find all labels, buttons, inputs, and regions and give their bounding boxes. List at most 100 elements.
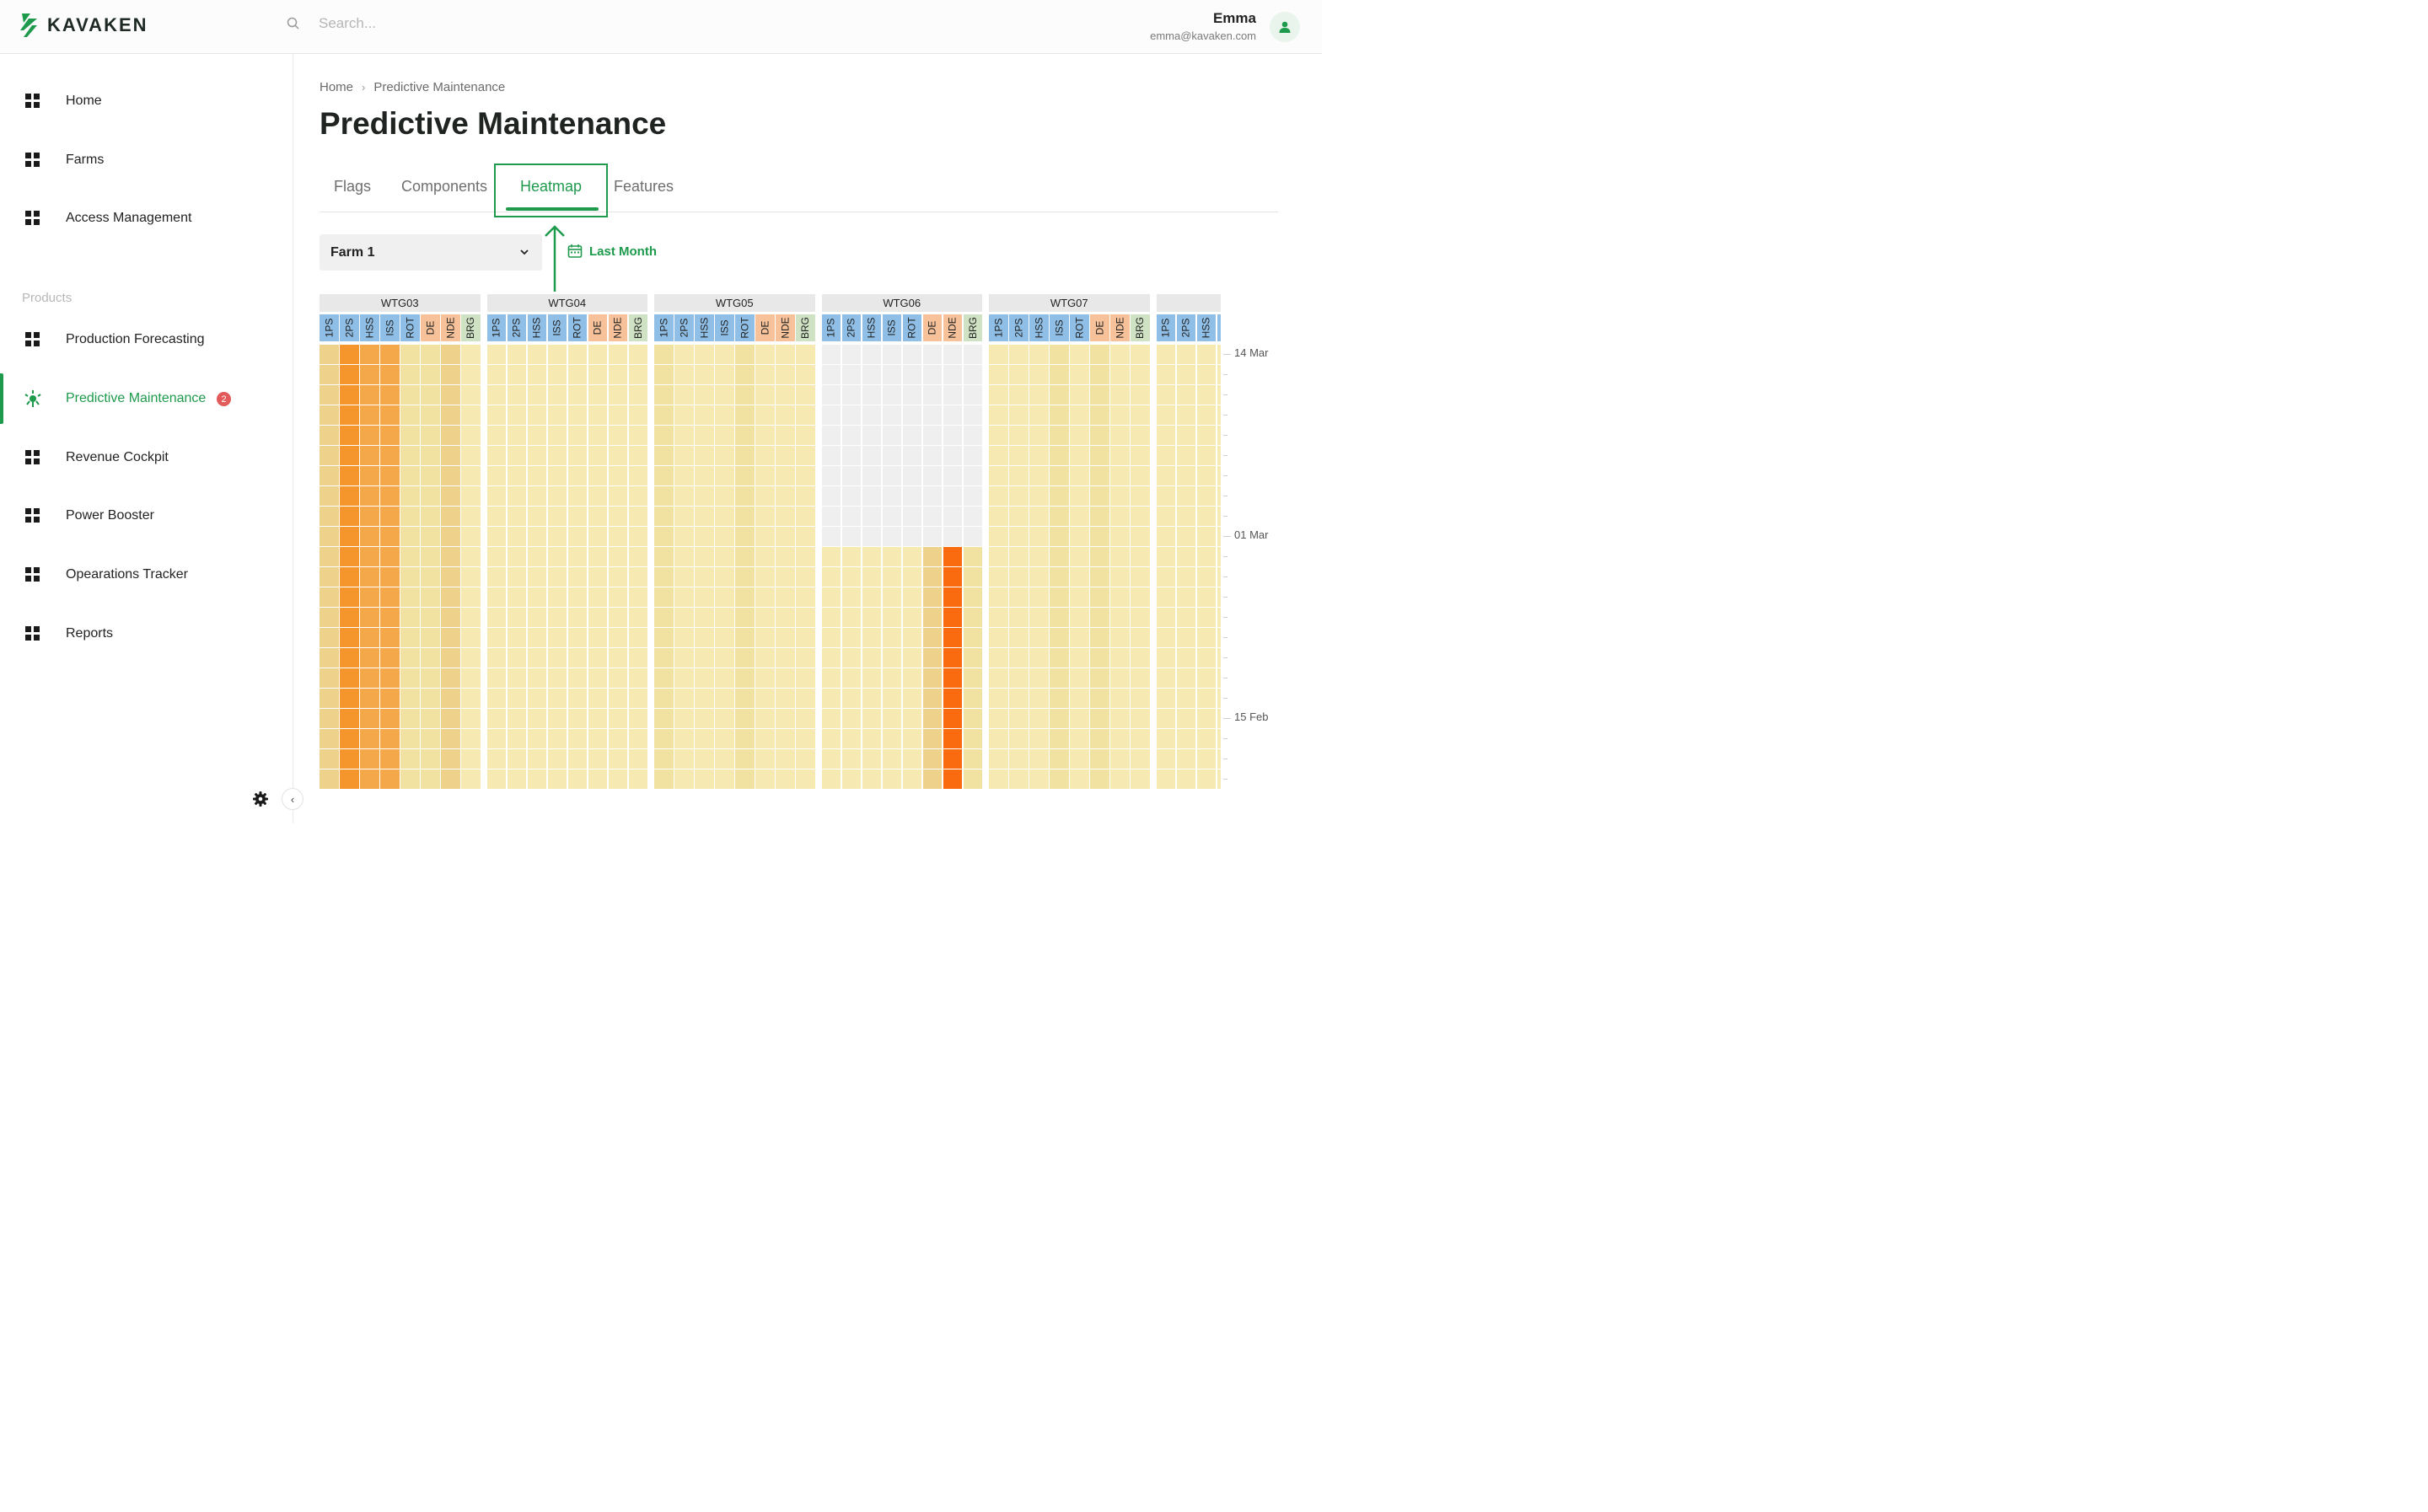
heatmap-cell[interactable] bbox=[320, 527, 339, 546]
heatmap-cell[interactable] bbox=[674, 466, 694, 485]
heatmap-cell[interactable] bbox=[608, 486, 627, 506]
heatmap-cell[interactable] bbox=[1131, 466, 1150, 485]
heatmap-cell[interactable] bbox=[821, 668, 841, 688]
heatmap-cell[interactable] bbox=[989, 507, 1008, 526]
heatmap-cell[interactable] bbox=[1009, 345, 1029, 364]
heatmap-cell[interactable] bbox=[1009, 507, 1029, 526]
heatmap-cell[interactable] bbox=[527, 486, 546, 506]
heatmap-cell[interactable] bbox=[628, 365, 647, 384]
heatmap-cell[interactable] bbox=[963, 668, 982, 688]
heatmap-cell[interactable] bbox=[547, 587, 567, 607]
heatmap-cell[interactable] bbox=[567, 648, 587, 668]
heatmap-cell[interactable] bbox=[421, 527, 440, 546]
heatmap-cell[interactable] bbox=[1110, 405, 1130, 425]
heatmap-cell[interactable] bbox=[841, 507, 861, 526]
heatmap-cell[interactable] bbox=[1217, 385, 1221, 405]
heatmap-cell[interactable] bbox=[882, 466, 901, 485]
heatmap-cell[interactable] bbox=[1029, 527, 1049, 546]
heatmap-cell[interactable] bbox=[608, 507, 627, 526]
heatmap-cell[interactable] bbox=[821, 587, 841, 607]
heatmap-cell[interactable] bbox=[1050, 426, 1069, 445]
heatmap-cell[interactable] bbox=[486, 486, 506, 506]
heatmap-cell[interactable] bbox=[421, 769, 440, 789]
heatmap-cell[interactable] bbox=[1131, 628, 1150, 647]
heatmap-cell[interactable] bbox=[320, 466, 339, 485]
heatmap-cell[interactable] bbox=[588, 668, 607, 688]
heatmap-cell[interactable] bbox=[340, 608, 359, 627]
heatmap-cell[interactable] bbox=[989, 769, 1008, 789]
heatmap-cell[interactable] bbox=[340, 709, 359, 728]
heatmap-cell[interactable] bbox=[340, 689, 359, 708]
heatmap-cell[interactable] bbox=[841, 527, 861, 546]
heatmap-cell[interactable] bbox=[1009, 365, 1029, 384]
heatmap-cell[interactable] bbox=[400, 749, 420, 769]
heatmap-cell[interactable] bbox=[776, 385, 795, 405]
heatmap-cell[interactable] bbox=[715, 365, 734, 384]
heatmap-cell[interactable] bbox=[608, 729, 627, 748]
heatmap-cell[interactable] bbox=[1090, 587, 1109, 607]
heatmap-cell[interactable] bbox=[1176, 769, 1195, 789]
heatmap-cell[interactable] bbox=[796, 426, 815, 445]
heatmap-cell[interactable] bbox=[695, 345, 714, 364]
heatmap-cell[interactable] bbox=[507, 729, 526, 748]
heatmap-cell[interactable] bbox=[400, 426, 420, 445]
heatmap-cell[interactable] bbox=[486, 749, 506, 769]
heatmap-cell[interactable] bbox=[1176, 507, 1195, 526]
heatmap-cell[interactable] bbox=[1110, 587, 1130, 607]
heatmap-cell[interactable] bbox=[821, 648, 841, 668]
heatmap-cell[interactable] bbox=[1050, 345, 1069, 364]
heatmap-cell[interactable] bbox=[841, 567, 861, 587]
heatmap-cell[interactable] bbox=[674, 608, 694, 627]
heatmap-cell[interactable] bbox=[360, 426, 379, 445]
heatmap-cell[interactable] bbox=[547, 345, 567, 364]
heatmap-cell[interactable] bbox=[989, 648, 1008, 668]
heatmap-cell[interactable] bbox=[400, 466, 420, 485]
heatmap-cell[interactable] bbox=[862, 668, 881, 688]
heatmap-cell[interactable] bbox=[735, 365, 755, 384]
heatmap-cell[interactable] bbox=[507, 365, 526, 384]
heatmap-cell[interactable] bbox=[821, 345, 841, 364]
heatmap-cell[interactable] bbox=[320, 709, 339, 728]
heatmap-cell[interactable] bbox=[755, 345, 775, 364]
heatmap-cell[interactable] bbox=[1110, 446, 1130, 465]
heatmap-cell[interactable] bbox=[441, 567, 460, 587]
heatmap-cell[interactable] bbox=[989, 466, 1008, 485]
heatmap-cell[interactable] bbox=[735, 385, 755, 405]
heatmap-cell[interactable] bbox=[1050, 648, 1069, 668]
heatmap-cell[interactable] bbox=[486, 729, 506, 748]
heatmap-cell[interactable] bbox=[755, 709, 775, 728]
heatmap-cell[interactable] bbox=[380, 547, 400, 566]
heatmap-cell[interactable] bbox=[567, 527, 587, 546]
heatmap-cell[interactable] bbox=[882, 769, 901, 789]
heatmap-cell[interactable] bbox=[902, 426, 921, 445]
heatmap-cell[interactable] bbox=[654, 446, 674, 465]
heatmap-cell[interactable] bbox=[1217, 345, 1221, 364]
heatmap-cell[interactable] bbox=[695, 405, 714, 425]
heatmap-cell[interactable] bbox=[776, 446, 795, 465]
heatmap-cell[interactable] bbox=[507, 385, 526, 405]
heatmap-cell[interactable] bbox=[862, 426, 881, 445]
heatmap-cell[interactable] bbox=[400, 729, 420, 748]
heatmap-cell[interactable] bbox=[963, 426, 982, 445]
heatmap-cell[interactable] bbox=[862, 527, 881, 546]
heatmap-cell[interactable] bbox=[922, 426, 942, 445]
heatmap-cell[interactable] bbox=[1070, 769, 1089, 789]
heatmap-cell[interactable] bbox=[654, 749, 674, 769]
heatmap-cell[interactable] bbox=[821, 426, 841, 445]
heatmap-cell[interactable] bbox=[821, 547, 841, 566]
heatmap-cell[interactable] bbox=[588, 628, 607, 647]
heatmap-cell[interactable] bbox=[567, 628, 587, 647]
heatmap-cell[interactable] bbox=[902, 628, 921, 647]
heatmap-cell[interactable] bbox=[1217, 446, 1221, 465]
heatmap-cell[interactable] bbox=[1029, 345, 1049, 364]
heatmap-cell[interactable] bbox=[400, 365, 420, 384]
heatmap-cell[interactable] bbox=[922, 769, 942, 789]
heatmap-cell[interactable] bbox=[1196, 486, 1216, 506]
heatmap-cell[interactable] bbox=[1196, 689, 1216, 708]
heatmap-cell[interactable] bbox=[421, 486, 440, 506]
heatmap-cell[interactable] bbox=[608, 628, 627, 647]
heatmap-cell[interactable] bbox=[821, 709, 841, 728]
heatmap-cell[interactable] bbox=[735, 547, 755, 566]
heatmap-cell[interactable] bbox=[1176, 668, 1195, 688]
heatmap-cell[interactable] bbox=[943, 385, 962, 405]
